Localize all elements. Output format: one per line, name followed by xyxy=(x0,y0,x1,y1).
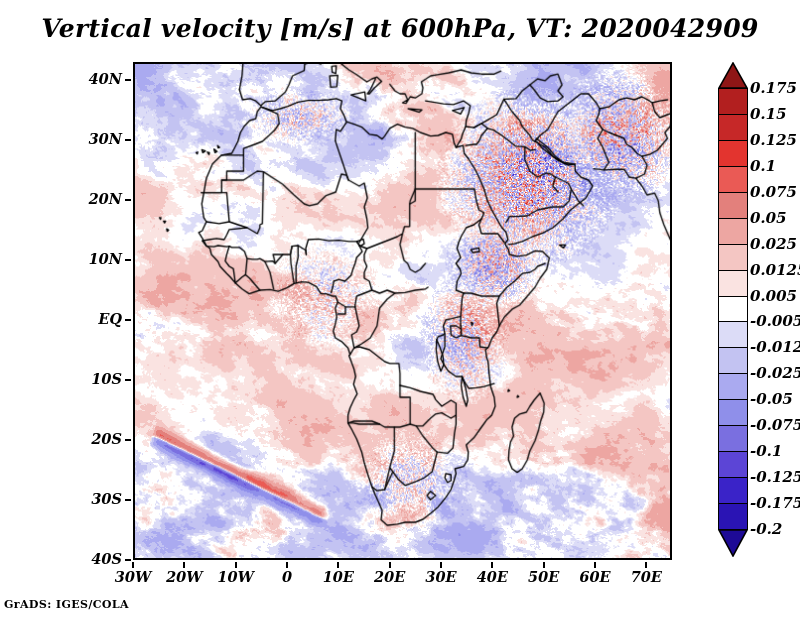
colorbar-arrow-max xyxy=(717,61,749,89)
coastline-border-overlay xyxy=(135,64,670,558)
y-axis-label: 10N xyxy=(88,251,122,268)
colorbar-tick-label: 0.0125 xyxy=(750,260,800,279)
colorbar-swatch xyxy=(718,321,748,349)
x-axis-label: 40E xyxy=(476,569,508,586)
colorbar-tick-label: -0.0125 xyxy=(750,338,800,357)
colorbar-tick-label: -0.2 xyxy=(750,520,783,538)
colorbar-tick-label: -0.005 xyxy=(750,312,800,331)
y-axis-label: 30N xyxy=(88,131,122,148)
y-axis-tick xyxy=(125,499,131,501)
y-axis-tick xyxy=(125,319,131,321)
colorbar-tick-label: 0.175 xyxy=(750,79,797,97)
colorbar-tick-label: 0.075 xyxy=(750,182,797,201)
colorbar-arrow-min xyxy=(717,529,749,558)
y-axis-label: 20S xyxy=(91,431,122,448)
colorbar-swatch xyxy=(718,217,748,246)
colorbar-tick-label: 0.025 xyxy=(750,234,797,253)
colorbar-tick-label: 0.005 xyxy=(750,286,797,305)
colorbar-swatch xyxy=(718,425,748,453)
x-axis-label: 10E xyxy=(322,569,354,586)
colorbar-swatch xyxy=(718,165,748,194)
y-axis-tick xyxy=(125,199,131,201)
x-axis-label: 0 xyxy=(281,569,293,586)
chart-title: Vertical velocity [m/s] at 600hPa, VT: 2… xyxy=(41,14,759,43)
colorbar: 0.175 0.15 0.125 0.1 0.075 0.05 0.025 0.0125 0.0… xyxy=(717,61,800,558)
y-axis-tick xyxy=(125,439,131,441)
x-axis-tick xyxy=(286,562,288,568)
colorbar-tick-label: -0.025 xyxy=(750,364,800,383)
x-axis-label: 60E xyxy=(579,569,611,586)
y-axis-tick xyxy=(125,379,131,381)
x-axis-tick xyxy=(132,562,134,568)
y-axis-tick xyxy=(125,259,131,261)
colorbar-swatch xyxy=(718,477,748,505)
x-axis-tick xyxy=(645,562,648,568)
colorbar-swatch xyxy=(718,113,748,142)
colorbar-swatch xyxy=(718,373,748,401)
map-plot-area xyxy=(133,62,672,560)
x-axis-tick xyxy=(234,562,237,568)
y-axis-label: 20N xyxy=(88,191,122,208)
colorbar-swatch xyxy=(718,347,748,375)
colorbar-swatch xyxy=(718,503,748,531)
colorbar-swatch xyxy=(718,399,748,427)
colorbar-tick-label: -0.05 xyxy=(750,390,793,409)
colorbar-tick-label: -0.125 xyxy=(750,468,800,487)
colorbar-swatch xyxy=(718,269,748,298)
x-axis-tick xyxy=(440,562,442,568)
y-axis-label: 10S xyxy=(91,371,122,388)
colorbar-swatch xyxy=(718,295,748,323)
x-axis-label: 70E xyxy=(630,569,662,586)
colorbar-tick-label: 0.05 xyxy=(750,208,787,227)
colorbar-swatch xyxy=(718,451,748,479)
y-axis-tick xyxy=(125,79,131,81)
colorbar-swatch xyxy=(718,243,748,272)
y-axis-label: EQ xyxy=(98,311,122,328)
colorbar-tick-label: 0.1 xyxy=(750,156,777,175)
y-axis-tick xyxy=(125,139,131,141)
y-axis-label: 40N xyxy=(88,71,122,88)
x-axis-label: 20E xyxy=(374,569,406,586)
x-axis-tick xyxy=(542,562,545,568)
x-axis-label: 20W xyxy=(166,569,203,586)
x-axis-tick xyxy=(388,562,391,568)
y-axis-label: 40S xyxy=(91,551,122,568)
colorbar-tick-label: -0.175 xyxy=(750,494,800,513)
x-axis-tick xyxy=(491,562,494,568)
colorbar-swatch xyxy=(718,191,748,220)
y-axis-label: 30S xyxy=(91,491,122,508)
x-axis-tick xyxy=(594,562,596,568)
colorbar-tick-label: 0.15 xyxy=(750,104,787,123)
x-axis-tick xyxy=(183,562,186,568)
x-axis-label: 10W xyxy=(217,569,254,586)
x-axis-label: 30W xyxy=(114,569,152,586)
colorbar-tick-label: -0.1 xyxy=(750,442,783,461)
x-axis-tick xyxy=(337,562,340,568)
colorbar-tick-label: -0.075 xyxy=(750,416,800,435)
x-axis-label: 50E xyxy=(528,569,560,586)
x-axis-label: 30E xyxy=(425,569,457,586)
colorbar-swatch xyxy=(718,139,748,168)
colorbar-swatch xyxy=(718,88,748,116)
grads-attribution: GrADS: IGES/COLA xyxy=(4,598,129,611)
colorbar-tick-label: 0.125 xyxy=(750,130,797,149)
y-axis-tick xyxy=(125,559,131,561)
